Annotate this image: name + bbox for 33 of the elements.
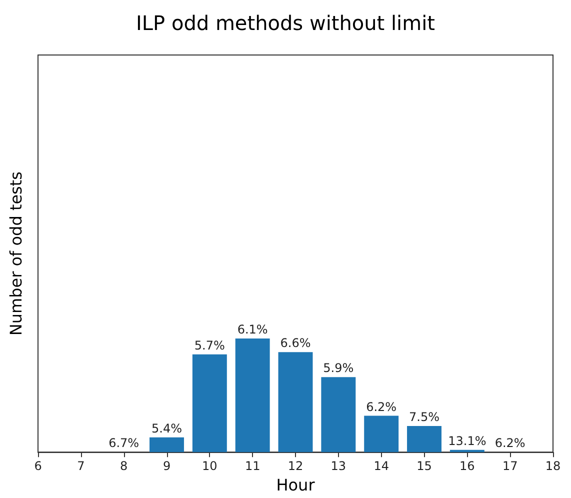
annotation: 5.7% <box>194 338 225 352</box>
x-tick-label: 14 <box>374 459 389 474</box>
annotation: 6.6% <box>280 336 311 350</box>
chart-title: ILP odd methods without limit <box>136 11 436 35</box>
bar <box>364 416 399 452</box>
annotation: 6.2% <box>366 400 397 414</box>
bar <box>407 426 442 452</box>
bar <box>150 437 184 452</box>
bar <box>235 338 270 452</box>
bar <box>192 354 227 452</box>
x-tick-label: 6 <box>34 459 42 474</box>
annotation: 6.7% <box>108 436 140 450</box>
annotation: 7.5% <box>409 410 440 424</box>
x-tick-label: 16 <box>460 459 475 474</box>
x-tick-label: 7 <box>77 459 85 474</box>
annotation: 5.9% <box>323 361 354 376</box>
y-axis-title: Number of odd tests <box>6 171 26 336</box>
x-tick-label: 10 <box>202 459 218 474</box>
annotation: 6.1% <box>237 322 268 337</box>
x-tick-label: 8 <box>120 459 128 474</box>
x-tick-label: 18 <box>545 459 561 474</box>
x-tick-label: 13 <box>330 459 346 474</box>
annotation: 6.2% <box>494 436 526 450</box>
annotation: 5.4% <box>152 421 182 436</box>
x-tick-label: 12 <box>288 459 304 474</box>
bar <box>278 352 313 452</box>
x-axis-title: Hour <box>276 476 316 494</box>
x-tick-label: 9 <box>162 459 171 474</box>
bar <box>321 377 356 452</box>
annotation: 13.1% <box>448 434 486 448</box>
x-tick-label: 17 <box>502 459 518 474</box>
x-tick-label: 15 <box>416 459 432 474</box>
x-tick-label: 11 <box>244 459 260 474</box>
